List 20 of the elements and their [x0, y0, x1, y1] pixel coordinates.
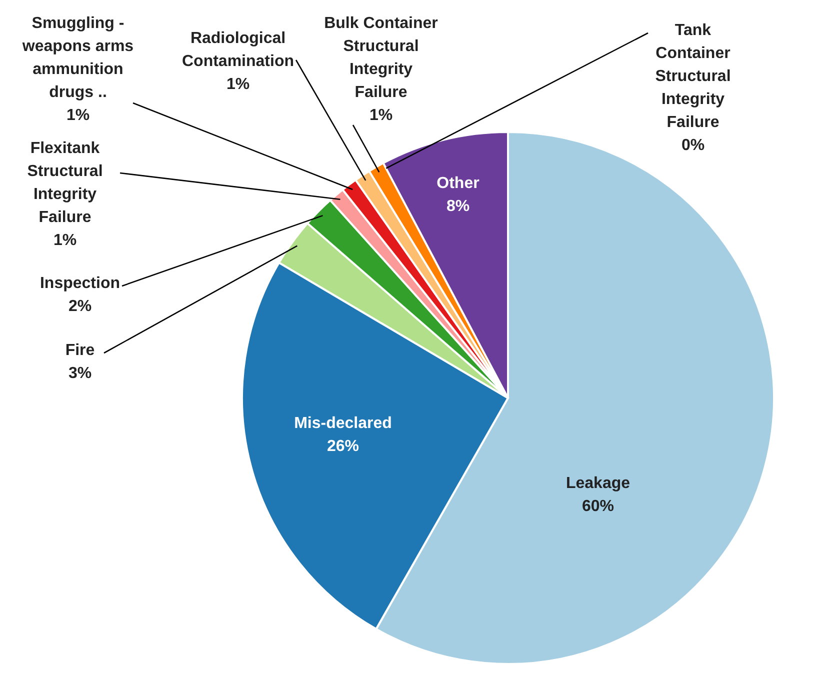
slice-label: Other: [436, 175, 480, 192]
data-label: 3%: [68, 365, 92, 382]
data-label: 1%: [226, 76, 250, 93]
data-label: 60%: [582, 498, 614, 515]
slice-label: Smuggling - weapons arms ammunition drugs ..: [21, 15, 134, 101]
data-label: 8%: [446, 198, 470, 215]
category-label: Tank Container Structural Integrity Failure: [655, 22, 731, 131]
data-label: 1%: [53, 232, 77, 249]
data-label: 2%: [68, 298, 92, 315]
data-label: 1%: [66, 107, 90, 124]
slice-label: Flexitank Structural Integrity Failure: [27, 140, 103, 226]
data-label: 26%: [326, 438, 360, 455]
slice-label: Radiological Contamination: [182, 30, 294, 70]
slice-label: Fire: [65, 342, 95, 359]
slice-label: Leakage: [566, 475, 630, 492]
slice-label: Inspection: [40, 275, 120, 292]
slice-label: Mis-declared: [294, 415, 392, 432]
slice-label: Bulk Container Structural Integrity Failure: [324, 15, 438, 101]
text: 0%: [681, 137, 705, 154]
data-label: 1%: [369, 107, 393, 124]
